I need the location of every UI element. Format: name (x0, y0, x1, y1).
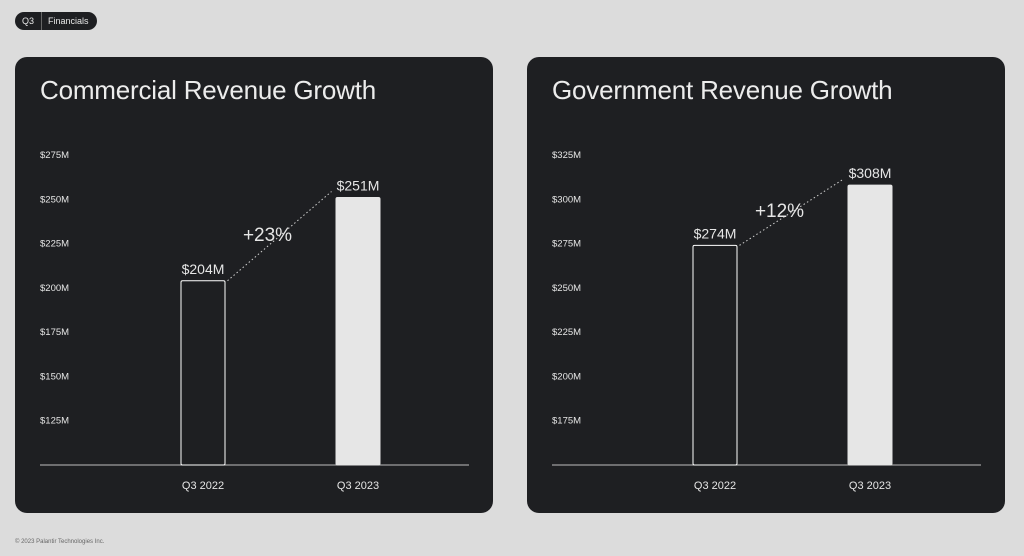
x-category-label: Q3 2022 (182, 480, 224, 492)
y-tick-label: $200M (552, 371, 581, 382)
bar-prior (692, 244, 738, 466)
y-tick-label: $225M (552, 327, 581, 338)
y-tick-label: $275M (40, 150, 69, 161)
commercial-chart-title: Commercial Revenue Growth (40, 75, 377, 105)
section-tag: Q3 Financials (15, 12, 97, 30)
x-category-label: Q3 2022 (694, 480, 736, 492)
government-revenue-panel: Government Revenue Growth $175M $200M $225… (527, 57, 1005, 513)
x-category-label: Q3 2023 (849, 480, 891, 492)
bar-prior (180, 280, 226, 466)
bar-value-label: $251M (337, 178, 380, 194)
y-tick-label: $125M (40, 416, 69, 427)
government-bar-chart: $175M $200M $225M $250M $275M $300M $325M $274M… (552, 150, 981, 492)
commercial-bar-chart: $125M $150M $175M $200M $225M $250M $275M $204M… (40, 150, 469, 492)
bar-current (847, 184, 893, 466)
section-name: Financials (48, 16, 89, 26)
bar-value-label: $308M (849, 165, 892, 181)
government-chart-title: Government Revenue Growth (552, 75, 893, 105)
growth-connector (227, 191, 332, 282)
quarter-tag: Q3 (22, 16, 35, 26)
y-tick-label: $175M (552, 416, 581, 427)
y-tick-label: $200M (40, 283, 69, 294)
y-tick-label: $250M (40, 194, 69, 205)
commercial-revenue-panel: Commercial Revenue Growth $125M $150M $175… (15, 57, 493, 513)
tag-divider (41, 12, 43, 30)
bar-value-label: $204M (182, 261, 225, 277)
x-category-label: Q3 2023 (337, 480, 379, 492)
bar-current (335, 197, 381, 466)
y-tick-label: $275M (552, 239, 581, 250)
growth-connector (739, 178, 844, 246)
growth-percent-label: +23% (243, 225, 292, 246)
growth-percent-label: +12% (755, 201, 804, 222)
y-tick-label: $325M (552, 150, 581, 161)
y-tick-label: $175M (40, 327, 69, 338)
y-tick-label: $300M (552, 194, 581, 205)
copyright-footer: © 2023 Palantir Technologies Inc. (15, 539, 105, 545)
y-tick-label: $150M (40, 371, 69, 382)
y-tick-label: $250M (552, 283, 581, 294)
bar-value-label: $274M (694, 225, 737, 241)
y-tick-label: $225M (40, 239, 69, 250)
